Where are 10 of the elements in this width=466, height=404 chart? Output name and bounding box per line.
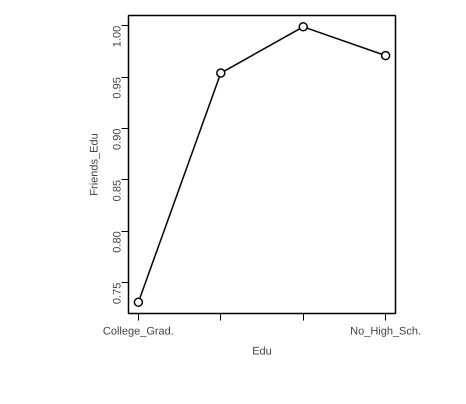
y-tick-label: 0.90 — [112, 128, 124, 150]
y-axis-title: Friends_Edu — [88, 133, 100, 196]
x-axis-title: Edu — [252, 346, 272, 358]
y-tick-label: 0.85 — [112, 180, 124, 202]
y-tick-label: 1.00 — [112, 26, 124, 48]
y-tick-label: 0.80 — [112, 231, 124, 253]
y-tick-label: 0.75 — [112, 282, 124, 304]
x-tick-label: College_Grad. — [102, 326, 174, 338]
y-tick-label: 0.95 — [112, 77, 124, 99]
x-tick-label: No_High_Sch. — [350, 326, 422, 338]
